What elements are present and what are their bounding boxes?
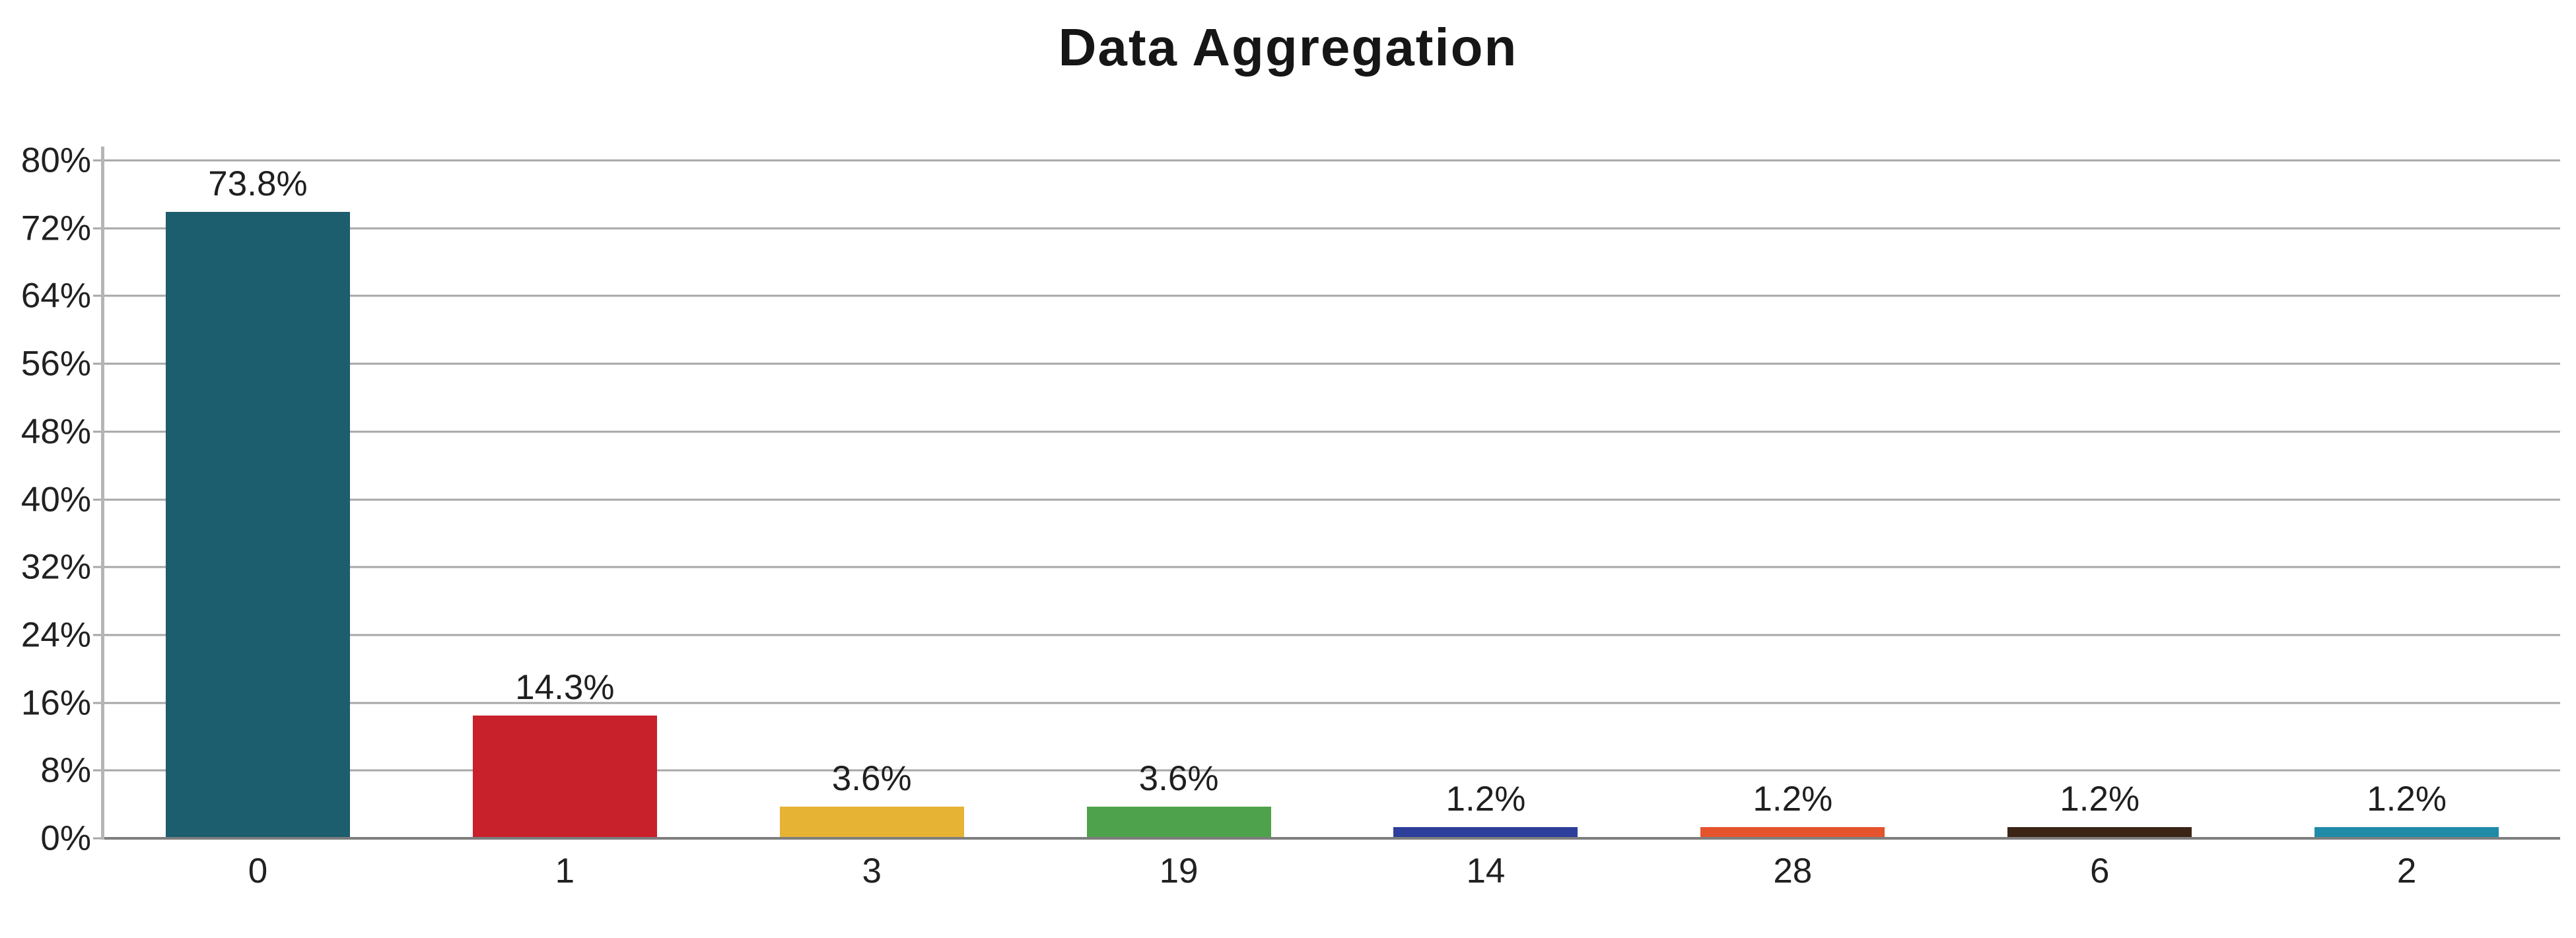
gridline [104, 430, 2560, 433]
gridline [104, 159, 2560, 162]
y-axis-tick-label: 16% [20, 683, 91, 723]
y-axis-tick-label: 56% [20, 344, 91, 384]
bar-slot: 14.3% [411, 160, 718, 838]
bar [165, 211, 350, 837]
gridline [104, 362, 2560, 365]
x-axis-baseline [104, 837, 2560, 840]
x-axis-category-label: 28 [1773, 852, 1813, 890]
tick-mark [93, 159, 104, 162]
chart-title: Data Aggregation [1058, 18, 1518, 77]
tick-mark [93, 362, 104, 365]
bar-slot: 1.2% [1333, 160, 1640, 838]
y-axis-ticks [93, 159, 104, 840]
tick-mark [93, 702, 104, 704]
x-axis-category-label: 19 [1159, 852, 1199, 890]
bar-value-label: 73.8% [208, 164, 308, 203]
bar-slot: 1.2% [2253, 160, 2560, 838]
tick-mark [93, 430, 104, 433]
y-axis-tick-label: 48% [20, 412, 91, 452]
tick-mark [93, 837, 104, 840]
bar-slot: 3.6% [718, 160, 1026, 838]
x-axis-labels: 0 1 3 19 14 28 6 2 [104, 850, 2560, 892]
gridline [104, 227, 2560, 230]
tick-mark [93, 634, 104, 636]
x-axis-category-label: 2 [2396, 852, 2417, 890]
gridline [104, 498, 2560, 500]
bar-value-label: 1.2% [2367, 779, 2447, 819]
tick-mark [93, 769, 104, 772]
y-axis-tick-label: 32% [20, 547, 91, 587]
y-axis-tick-label: 72% [20, 209, 91, 248]
gridline [104, 294, 2560, 297]
x-axis-category-label: 14 [1466, 852, 1506, 890]
bar-value-label: 1.2% [1445, 779, 1526, 819]
bar-slot: 3.6% [1026, 160, 1333, 838]
x-axis-category-label: 1 [555, 852, 575, 890]
gridline [104, 566, 2560, 568]
y-axis-tick-label: 8% [40, 751, 91, 790]
bar [2007, 826, 2192, 837]
gridline [104, 702, 2560, 704]
bar-slot: 73.8% [104, 160, 411, 838]
bar-slot: 1.2% [1639, 160, 1946, 838]
x-axis-category-label: 6 [2089, 852, 2110, 890]
y-axis-tick-label: 0% [40, 819, 91, 858]
bar [1086, 806, 1271, 837]
y-axis-tick-label: 24% [20, 615, 91, 655]
y-axis-labels: 0% 8% 16% 24% 32% 40% 48% 56% 64% 72% 80% [0, 143, 91, 856]
bar [1393, 826, 1578, 837]
bar-value-label: 1.2% [2060, 779, 2140, 819]
gridline [104, 634, 2560, 636]
y-axis-line [101, 147, 104, 840]
y-axis-tick-label: 80% [20, 141, 91, 180]
gridline [104, 769, 2560, 772]
bar-value-label: 3.6% [831, 758, 912, 798]
x-axis-category-label: 0 [248, 852, 268, 890]
bar-slot: 1.2% [1946, 160, 2253, 838]
bar [2315, 826, 2499, 837]
bar-value-label: 14.3% [515, 668, 615, 708]
x-axis-category-label: 3 [862, 852, 882, 890]
tick-mark [93, 498, 104, 500]
tick-mark [93, 566, 104, 568]
bar-value-label: 1.2% [1753, 779, 1833, 819]
tick-mark [93, 294, 104, 297]
plot-area: 73.8% 14.3% 3.6% 3.6% 1.2% 1.2% 1.2% 1.2% [101, 147, 2560, 840]
bar [1700, 826, 1885, 837]
bar [472, 716, 657, 837]
tick-mark [93, 227, 104, 230]
bar [779, 806, 964, 837]
y-axis-tick-label: 64% [20, 276, 91, 316]
y-axis-tick-label: 40% [20, 480, 91, 519]
bar-value-label: 3.6% [1138, 758, 1219, 798]
